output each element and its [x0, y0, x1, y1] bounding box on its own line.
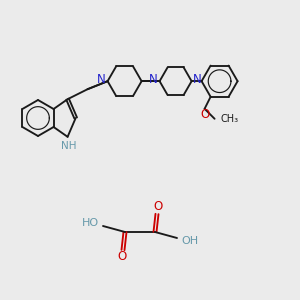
Text: O: O [200, 108, 209, 121]
Text: CH₃: CH₃ [220, 114, 239, 124]
Text: NH: NH [61, 141, 76, 151]
Text: O: O [153, 200, 163, 214]
Text: N: N [149, 73, 158, 86]
Text: N: N [97, 73, 106, 86]
Text: HO: HO [82, 218, 99, 228]
Text: OH: OH [181, 236, 198, 246]
Text: O: O [117, 250, 127, 263]
Text: N: N [193, 73, 202, 86]
